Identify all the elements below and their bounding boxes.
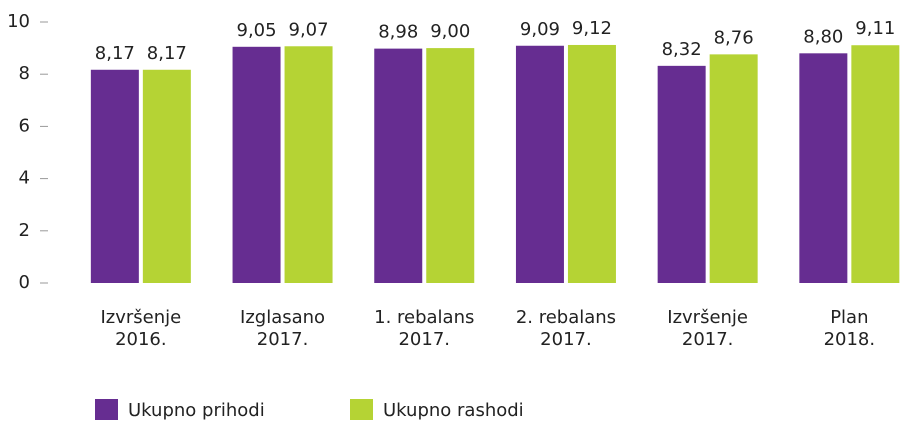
- x-tick-line: Plan: [830, 307, 868, 328]
- y-tick-label: 10: [7, 11, 30, 32]
- value-label: 8,17: [147, 43, 187, 64]
- value-label: 8,17: [95, 43, 135, 64]
- x-tick-line: 2017.: [540, 329, 592, 350]
- x-tick-label: Izvršenje 2016.: [100, 307, 181, 350]
- bar: [657, 65, 706, 284]
- bar: [799, 53, 848, 283]
- value-label: 9,05: [237, 20, 277, 41]
- bar: [515, 45, 564, 283]
- bar: [232, 46, 281, 283]
- value-label: 8,80: [803, 26, 843, 47]
- value-label: 9,00: [430, 21, 470, 42]
- bar: [284, 46, 333, 284]
- y-tick-label: 0: [19, 272, 30, 293]
- bar: [142, 69, 191, 283]
- legend-swatch: [350, 399, 373, 420]
- y-tick-label: 8: [19, 63, 30, 84]
- x-tick-line: 2017.: [398, 329, 450, 350]
- x-tick-label: 2. rebalans 2017.: [516, 307, 616, 350]
- legend-label: Ukupno rashodi: [383, 400, 524, 421]
- value-label: 8,76: [714, 27, 754, 48]
- x-tick-line: 2017.: [257, 329, 309, 350]
- value-label: 9,09: [520, 19, 560, 40]
- bar: [567, 44, 616, 283]
- x-tick-label: Izvršenje 2017.: [667, 307, 748, 350]
- bar: [90, 69, 139, 283]
- bar: [426, 48, 475, 283]
- legend-swatch: [95, 399, 118, 420]
- value-label: 8,32: [662, 39, 702, 60]
- value-label: 8,98: [378, 22, 418, 43]
- x-tick-line: 2. rebalans: [516, 307, 616, 328]
- bar: [374, 48, 423, 283]
- y-tick-label: 2: [19, 220, 30, 241]
- x-tick-line: Izvršenje: [100, 307, 181, 328]
- value-label: 9,11: [855, 18, 895, 39]
- value-label: 9,07: [289, 19, 329, 40]
- y-tick-label: 6: [19, 115, 30, 136]
- legend-label: Ukupno prihodi: [128, 400, 265, 421]
- x-tick-line: 2018.: [824, 329, 876, 350]
- bar: [851, 45, 900, 283]
- y-tick-label: 4: [19, 168, 30, 189]
- x-tick-line: Izglasano: [240, 307, 325, 328]
- x-tick-line: 2016.: [115, 329, 167, 350]
- x-tick-label: Izglasano 2017.: [240, 307, 325, 350]
- x-tick-label: Plan 2018.: [824, 307, 876, 350]
- x-tick-line: 2017.: [682, 329, 734, 350]
- value-label: 9,12: [572, 18, 612, 39]
- bar: [709, 54, 758, 283]
- x-tick-line: 1. rebalans: [374, 307, 474, 328]
- x-tick-line: Izvršenje: [667, 307, 748, 328]
- x-tick-label: 1. rebalans 2017.: [374, 307, 474, 350]
